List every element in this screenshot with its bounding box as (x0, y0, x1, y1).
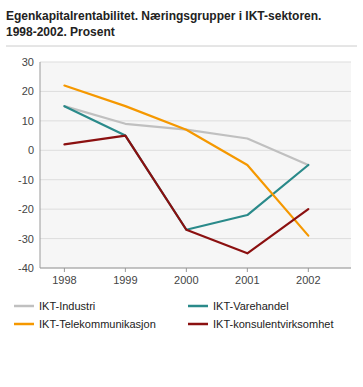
legend-swatch (14, 323, 34, 326)
x-tick-label: 1998 (52, 274, 76, 286)
title-rule (6, 46, 357, 47)
y-tick-label: 0 (28, 144, 34, 156)
y-axis-line (40, 62, 41, 268)
legend-label: IKT-Industri (39, 300, 95, 312)
legend-swatch (188, 305, 208, 308)
grid-line (40, 209, 351, 210)
x-tick (125, 268, 126, 272)
grid-line (40, 150, 351, 151)
legend-label: IKT-konsulentvirksomhet (213, 318, 333, 330)
grid-line (40, 179, 351, 180)
series-line (64, 106, 308, 165)
x-tick (308, 268, 309, 272)
title: Egenkapitalrentabilitet. Næringsgrupper … (6, 9, 321, 23)
plot-background (40, 62, 351, 268)
legend-swatch (14, 305, 34, 308)
grid-line (40, 238, 351, 239)
y-tick-label: -20 (18, 203, 34, 215)
series-line (64, 106, 308, 230)
chart: Egenkapitalrentabilitet. Næringsgrupper … (0, 0, 363, 387)
grid-line (40, 120, 351, 121)
y-tick-label: -30 (18, 233, 34, 245)
grid (40, 62, 351, 268)
grid-line (40, 268, 351, 269)
lines (64, 86, 308, 254)
series-line (64, 136, 308, 254)
x-tick-label: 2002 (296, 274, 320, 286)
legend: IKT-Industri IKT-Varehandel IKT-Telekommun… (14, 300, 333, 330)
y-tick-label: -40 (18, 262, 34, 274)
y-tick-label: 30 (22, 56, 34, 68)
x-tick (247, 268, 248, 272)
x-tick-label: 2000 (174, 274, 198, 286)
x-tick-label: 1999 (113, 274, 137, 286)
y-tick-label: 10 (22, 115, 34, 127)
y-tick-label: -10 (18, 174, 34, 186)
grid-line (40, 91, 351, 92)
legend-label: IKT-Varehandel (213, 300, 289, 312)
x-tick (64, 268, 65, 272)
series-line (64, 86, 308, 236)
x-tick-label: 2001 (235, 274, 259, 286)
legend-label: IKT-Telekommunikasjon (39, 318, 156, 330)
x-axis-line (40, 268, 351, 269)
y-tick-label: 20 (22, 85, 34, 97)
subtitle: 1998-2002. Prosent (6, 25, 115, 39)
legend-swatch (188, 323, 208, 326)
grid-line (40, 62, 351, 63)
x-tick (186, 268, 187, 272)
